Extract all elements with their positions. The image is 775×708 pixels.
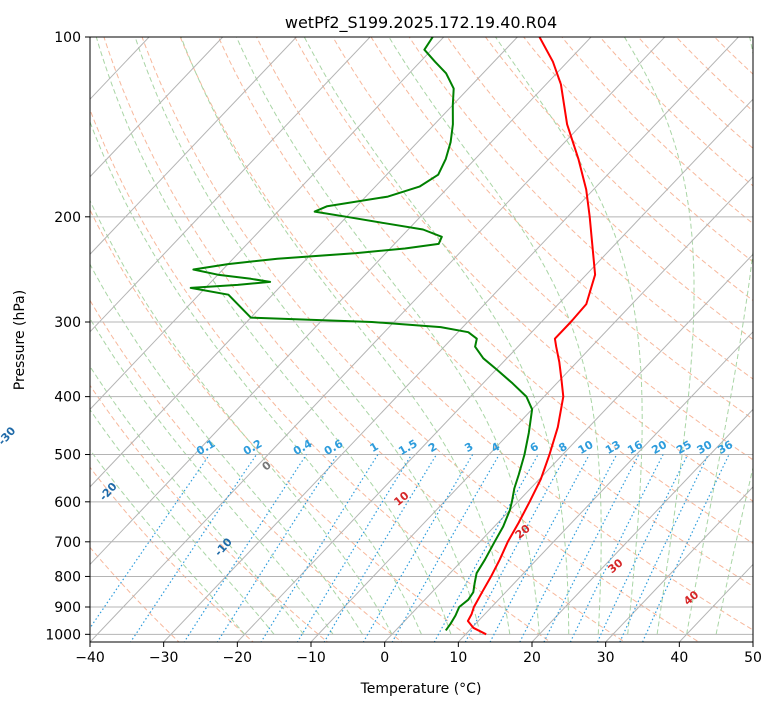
mixing-ratio-line <box>323 454 438 642</box>
isotherm-line <box>90 37 666 642</box>
mixing-ratio-line <box>216 454 338 642</box>
y-tick-label: 800 <box>54 569 81 585</box>
moist-adiabat-line <box>715 465 753 635</box>
moist-adiabat-line <box>95 37 452 635</box>
dry-adiabat-line <box>90 208 477 642</box>
isotherm-line <box>310 176 753 642</box>
isotherm-line <box>457 331 753 642</box>
isotherm-line <box>236 98 753 642</box>
x-tick-label: 50 <box>744 650 762 666</box>
dry-adiabat-line <box>90 384 329 642</box>
moist-adiabat-line <box>90 263 363 635</box>
moist-adiabat-line <box>90 408 275 635</box>
isotherm-line <box>90 37 371 333</box>
x-tick-label: −40 <box>75 650 105 666</box>
dry-adiabat-line <box>294 37 753 502</box>
moist-adiabat-line <box>623 37 695 635</box>
dry-adiabat-line <box>408 37 753 380</box>
dry-adiabat-line <box>599 37 753 187</box>
moist-adiabat-line <box>180 37 511 635</box>
isotherm-line <box>90 37 592 566</box>
y-tick-label: 1000 <box>45 627 81 643</box>
profiles <box>189 37 597 636</box>
moist-adiabat-line <box>90 365 304 635</box>
isotherm-line <box>383 253 753 642</box>
mixing-ratio-line <box>489 454 590 642</box>
y-tick-label: 900 <box>54 600 81 616</box>
isotherm-line <box>90 37 224 178</box>
x-tick-label: 30 <box>597 650 615 666</box>
dry-adiabat-line <box>103 37 626 642</box>
dry-adiabat-line <box>90 108 552 642</box>
y-axis-label: Pressure (hPa) <box>12 290 28 390</box>
dry-adiabat-line <box>90 299 403 642</box>
mixing-ratio-line <box>90 454 211 630</box>
x-axis-label: Temperature (°C) <box>360 681 482 697</box>
dry-adiabat-line <box>217 37 753 587</box>
mixing-ratio-line <box>464 454 568 642</box>
isotherm-line <box>90 37 298 256</box>
y-tick-label: 200 <box>54 210 81 226</box>
moist-adiabat-line <box>303 37 570 635</box>
y-axis-ticks: 100 200 300 400 500 600 700 800 900 1000 <box>45 30 90 643</box>
isotherm-line <box>90 37 519 488</box>
dry-adiabat-line <box>523 37 753 263</box>
x-tick-label: 40 <box>670 650 688 666</box>
dry-adiabat-line <box>141 37 700 642</box>
moist-adiabat-line <box>90 317 334 635</box>
background-grid <box>90 37 753 642</box>
x-tick-label: 20 <box>523 650 541 666</box>
mixing-ratio-line <box>433 454 539 642</box>
y-tick-label: 600 <box>54 495 81 511</box>
chart-title: wetPf2_S199.2025.172.19.40.R04 <box>285 13 557 33</box>
moist-adiabat-line <box>134 37 481 635</box>
isotherm-line <box>90 37 445 411</box>
isotherm-line <box>531 408 753 642</box>
x-tick-label: 10 <box>449 650 467 666</box>
moist-adiabat-line <box>90 448 245 635</box>
moist-adiabat-line <box>686 37 753 635</box>
mixing-ratio-line <box>519 454 618 642</box>
temperature-profile-line <box>466 37 597 636</box>
plot-frame <box>89 36 754 643</box>
dewpoint-profile-line <box>189 37 534 631</box>
mixing-ratio-line <box>391 454 500 642</box>
mixing-ratio-line <box>129 454 257 642</box>
mixing-ratio-line <box>543 454 640 642</box>
moist-adiabat-line <box>90 120 422 635</box>
isotherm-line <box>604 486 753 642</box>
dry-adiabat-line <box>332 37 753 461</box>
x-tick-label: −20 <box>223 650 253 666</box>
mixing-ratio-line <box>362 454 474 642</box>
y-tick-label: 100 <box>54 30 81 46</box>
y-tick-label: 400 <box>54 390 81 406</box>
moist-adiabat-line <box>495 37 643 635</box>
x-tick-label: −10 <box>296 650 326 666</box>
moist-adiabat-line <box>90 199 393 635</box>
y-tick-label: 700 <box>54 535 81 551</box>
x-tick-label: 0 <box>380 650 389 666</box>
dry-adiabat-line <box>179 37 753 631</box>
x-tick-label: −30 <box>149 650 179 666</box>
x-axis-ticks: −40 −30 −20 −10 0 10 20 30 40 50 <box>75 642 762 666</box>
y-tick-label: 500 <box>54 448 81 464</box>
dry-adiabat-line <box>256 37 753 544</box>
isotherm-line <box>162 37 740 642</box>
moist-adiabat-line <box>235 37 540 635</box>
mixing-ratio-line <box>569 454 664 642</box>
moist-adiabat-line <box>388 37 602 635</box>
y-tick-label: 300 <box>54 315 81 331</box>
